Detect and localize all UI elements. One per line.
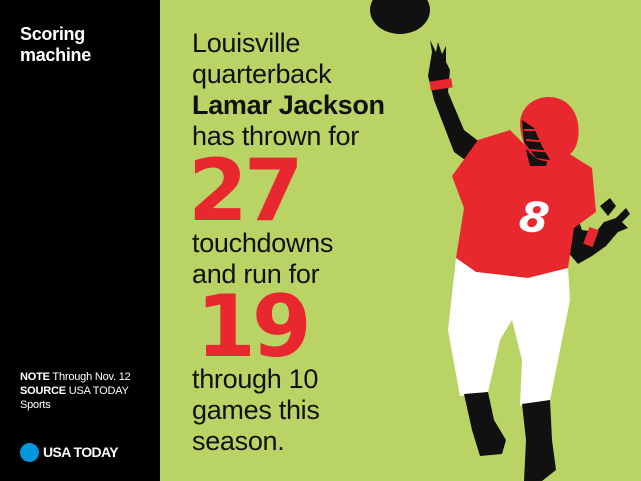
right-hand — [600, 198, 616, 216]
story-line-5: touchdowns — [192, 228, 334, 258]
sidebar: Scoring machine NOTE Through Nov. 12 SOU… — [0, 0, 160, 481]
story-middle: touchdowns and run for — [192, 228, 422, 290]
note-line: NOTE Through Nov. 12 — [20, 370, 155, 384]
story-line-7: through 10 — [192, 364, 319, 394]
note-text: Through Nov. 12 — [49, 371, 131, 383]
touchdowns-run-number: 19 — [196, 277, 312, 377]
story-line-2: quarterback — [192, 59, 332, 89]
facemask-bars — [524, 129, 553, 153]
story-line-8: games this — [192, 395, 320, 425]
notes: NOTE Through Nov. 12 SOURCE USA TODAY Sp… — [20, 370, 155, 412]
source-text: USA TODAY — [65, 385, 129, 397]
story-intro: Louisville quarterback Lamar Jackson has… — [192, 28, 422, 152]
brand-text: USA TODAY — [43, 444, 119, 460]
raised-arm — [428, 40, 490, 172]
title-line-2: machine — [20, 45, 91, 65]
story-end: through 10 games this season. — [192, 364, 422, 457]
source-label: SOURCE — [20, 385, 66, 397]
source-line: SOURCE USA TODAY — [20, 384, 155, 398]
right-leg — [522, 400, 556, 481]
wristband — [429, 78, 453, 91]
story-line-1: Louisville — [192, 28, 301, 58]
quarterback-illustration: 8 — [370, 0, 630, 481]
note-label: NOTE — [20, 371, 50, 383]
usa-today-logo: USA TODAY — [20, 441, 119, 463]
source-line-2: Sports — [20, 399, 51, 411]
story-line-6: and run for — [192, 259, 320, 289]
title-line-1: Scoring — [20, 24, 85, 44]
pants — [448, 258, 570, 406]
story-line-4: has thrown for — [192, 121, 359, 151]
touchdowns-thrown-number: 27 — [188, 141, 304, 241]
jersey-number: 8 — [516, 191, 552, 244]
football-icon — [370, 0, 430, 34]
player-name: Lamar Jackson — [192, 90, 385, 120]
left-leg — [464, 392, 506, 456]
usa-today-dot-icon — [20, 442, 39, 462]
page-title: Scoring machine — [20, 24, 150, 66]
story-line-9: season. — [192, 426, 285, 456]
right-wristband — [583, 226, 599, 248]
jersey — [452, 130, 596, 278]
